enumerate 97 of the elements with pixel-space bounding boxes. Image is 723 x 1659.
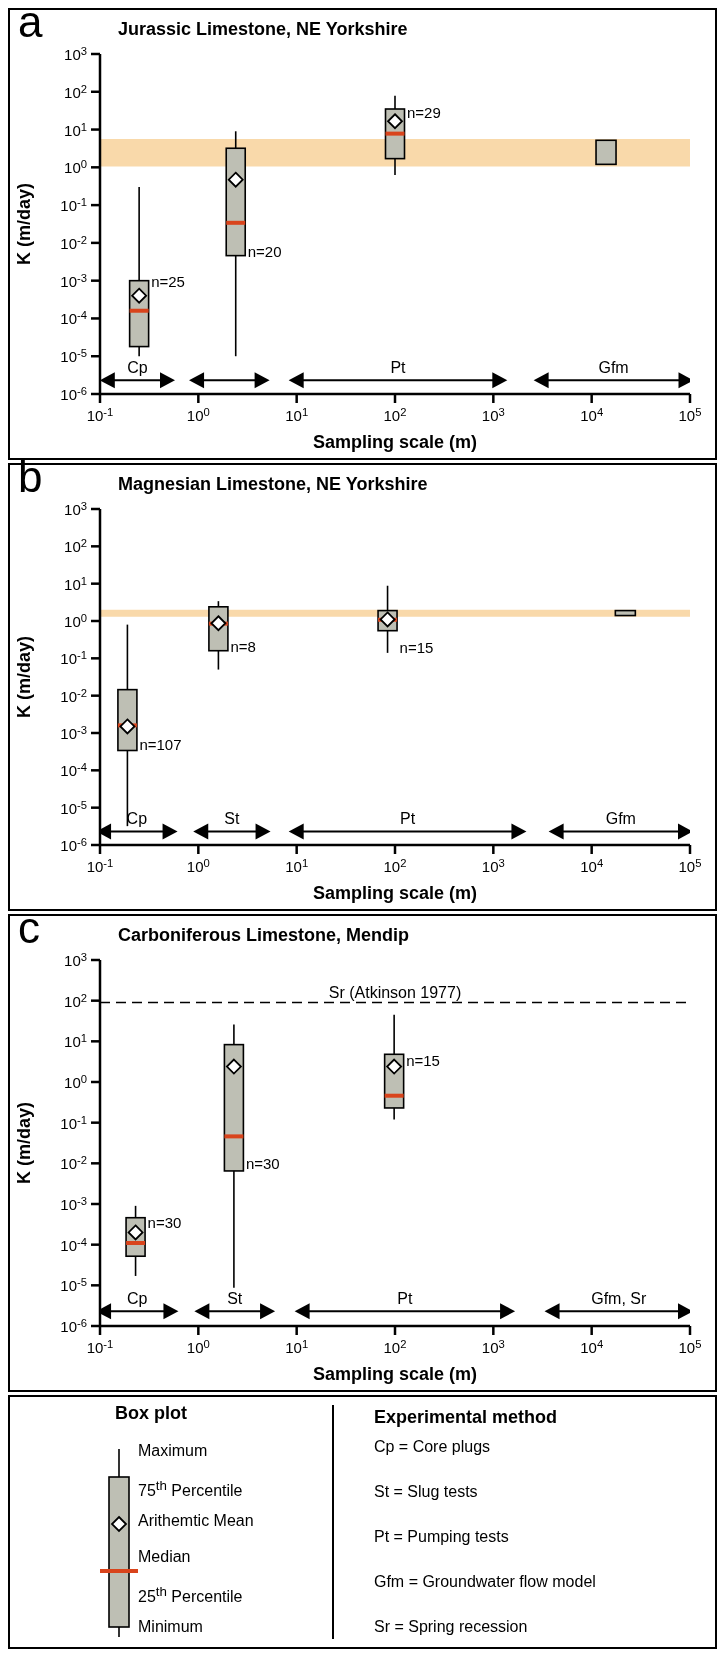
x-tick-label: 10$^{3}$ (481, 1338, 505, 1356)
y-tick-label: 10$^{-4}$ (60, 309, 87, 328)
y-axis-title: K (m/day) (14, 182, 34, 266)
text: 75$^{th}$ Percentile (138, 1477, 243, 1502)
y-tick-label: 10$^{-6}$ (60, 836, 87, 854)
y-tick-label: 10$^{-6}$ (60, 385, 87, 403)
y-tick-label: 10$^{2}$ (64, 991, 87, 1010)
series-label: St (227, 1290, 243, 1308)
x-tick-label: 10$^{1}$ (285, 406, 309, 424)
annotation: n=20 (247, 243, 282, 261)
series-label: Gfm, Sr (591, 1290, 648, 1308)
y-tick-label: 10$^{-1}$ (60, 196, 87, 215)
y-tick-label: 10$^{1}$ (64, 120, 87, 139)
series-label: St (224, 810, 240, 828)
x-tick-label: 10$^{5}$ (678, 857, 702, 875)
text: Gfm = Groundwater flow model (373, 1573, 597, 1592)
x-axis-title: Sampling scale (m) (311, 432, 479, 454)
x-tick-label: 10$^{4}$ (580, 406, 604, 424)
text: 25$^{th}$ Percentile (138, 1582, 243, 1608)
y-tick-label: 10$^{-3}$ (60, 271, 87, 290)
series-label: Pt (399, 810, 416, 828)
y-tick-label: 10$^{3}$ (64, 45, 87, 63)
y-tick-label: 10$^{3}$ (64, 951, 87, 969)
x-tick-label: 10$^{5}$ (678, 406, 702, 424)
series-label: Cp (127, 1290, 148, 1308)
y-axis-title: K (m/day) (14, 1101, 34, 1185)
annotation: n=15 (399, 639, 434, 657)
annotation: n=107 (139, 736, 182, 754)
y-tick-label: 10$^{1}$ (64, 1032, 87, 1051)
text: Pt = Pumping tests (373, 1528, 510, 1547)
x-tick-label: 10$^{0}$ (186, 1338, 210, 1356)
text: Sr = Spring recession (373, 1618, 529, 1637)
y-tick-label: 10$^{-4}$ (60, 1235, 87, 1254)
text: c (18, 903, 41, 952)
y-tick-label: 10$^{0}$ (64, 1073, 87, 1091)
chart-title: Jurassic Limestone, NE Yorkshire (118, 19, 408, 40)
y-tick-label: 10$^{0}$ (64, 158, 87, 177)
x-tick-label: 10$^{3}$ (481, 406, 505, 424)
x-tick-label: 10$^{3}$ (481, 857, 505, 875)
y-tick-label: 10$^{-3}$ (60, 1195, 87, 1213)
series-label: Cp (126, 810, 148, 828)
x-tick-label: 10$^{2}$ (383, 406, 407, 424)
x-tick-label: 10$^{1}$ (285, 857, 309, 875)
series-label: Pt (397, 1290, 413, 1308)
series-label: Gfm (605, 810, 636, 828)
annotation: n=29 (407, 104, 441, 122)
text: Arithemtic Mean (138, 1511, 254, 1532)
y-tick-label: 10$^{-3}$ (60, 724, 87, 742)
x-tick-label: 10$^{5}$ (678, 1338, 702, 1356)
annotation: n=25 (151, 272, 185, 290)
y-tick-label: 10$^{1}$ (64, 574, 87, 593)
annotation: n=15 (406, 1052, 440, 1070)
chart-title: Magnesian Limestone, NE Yorkshire (118, 474, 428, 495)
x-axis-title: Sampling scale (m) (311, 1364, 479, 1386)
text: a (18, 0, 44, 46)
x-tick-label: 10$^{0}$ (186, 857, 210, 875)
y-tick-label: 10$^{-5}$ (60, 1276, 87, 1295)
series-label: Cp (127, 359, 148, 377)
y-tick-label: 10$^{-2}$ (60, 1154, 87, 1173)
annotation: n=8 (230, 637, 256, 655)
y-axis-title: K (m/day) (14, 635, 34, 719)
text: Cp = Core plugs (373, 1438, 492, 1457)
text: Maximum (138, 1441, 208, 1461)
text: Median (138, 1546, 191, 1567)
x-axis-title: Sampling scale (m) (311, 883, 479, 905)
x-tick-label: 10$^{-1}$ (86, 857, 114, 875)
text: St = Slug tests (373, 1483, 479, 1502)
text: b (18, 452, 44, 501)
y-tick-label: 10$^{-5}$ (60, 798, 87, 817)
annotation: n=30 (245, 1155, 280, 1173)
y-tick-label: 10$^{-1}$ (60, 1113, 87, 1132)
y-tick-label: 10$^{2}$ (64, 537, 87, 556)
y-tick-label: 10$^{2}$ (64, 82, 87, 101)
x-tick-label: 10$^{-1}$ (86, 1338, 114, 1356)
x-tick-label: 10$^{0}$ (186, 406, 210, 424)
x-tick-label: 10$^{-1}$ (86, 406, 114, 424)
y-tick-label: 10$^{-6}$ (60, 1317, 87, 1335)
y-tick-label: 10$^{-2}$ (60, 686, 87, 705)
x-tick-label: 10$^{4}$ (580, 857, 604, 875)
annotation: n=30 (147, 1213, 182, 1231)
y-tick-label: 10$^{3}$ (64, 500, 87, 518)
series-label: Gfm (598, 359, 629, 377)
y-tick-label: 10$^{0}$ (64, 612, 87, 630)
series-label: Pt (390, 359, 407, 377)
y-tick-label: 10$^{-5}$ (60, 347, 87, 366)
y-tick-label: 10$^{-1}$ (60, 649, 87, 668)
y-tick-label: 10$^{-4}$ (60, 761, 87, 780)
x-tick-label: 10$^{2}$ (383, 857, 407, 875)
x-tick-label: 10$^{4}$ (580, 1338, 604, 1356)
ref-line-label: Sr (Atkinson 1977) (328, 983, 462, 1001)
text: Box plot (115, 1403, 187, 1424)
x-tick-label: 10$^{2}$ (383, 1338, 407, 1356)
text: Experimental method (373, 1407, 558, 1428)
x-tick-label: 10$^{1}$ (285, 1338, 309, 1356)
text: Minimum (138, 1617, 203, 1637)
y-tick-label: 10$^{-2}$ (60, 233, 87, 252)
chart-title: Carboniferous Limestone, Mendip (118, 925, 410, 946)
